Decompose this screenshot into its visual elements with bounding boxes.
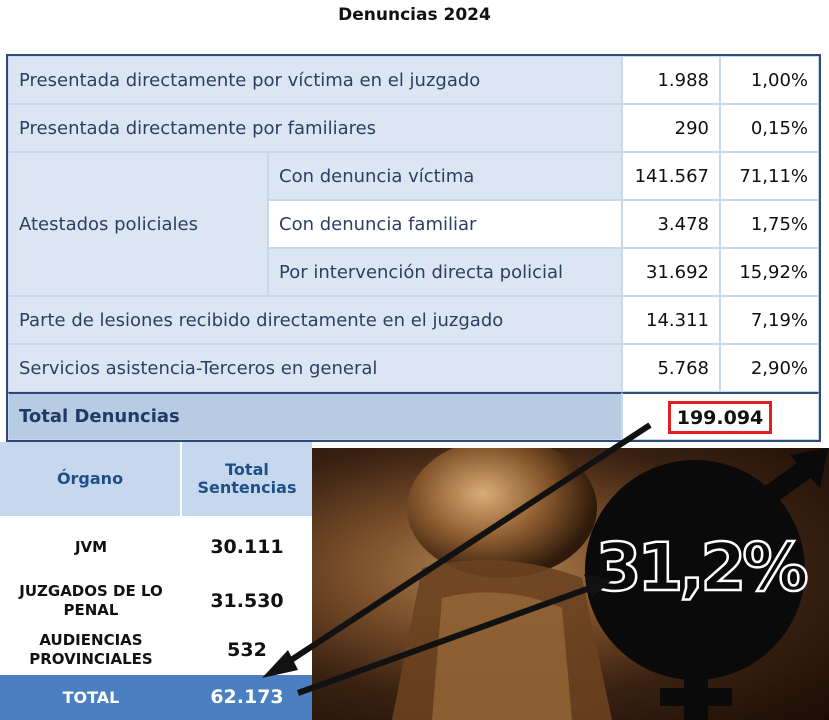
row-label: Con denuncia víctima: [279, 165, 475, 187]
denuncias-table: Presentada directamente por víctima en e…: [6, 54, 821, 442]
row-label: Por intervención directa policial: [279, 261, 564, 283]
total-label: TOTAL: [0, 675, 182, 720]
total-value: 62.173: [182, 675, 312, 720]
header-total-sentencias: Total Sentencias: [182, 442, 312, 516]
row-percent: 0,15%: [720, 104, 819, 152]
row-percent: 15,92%: [720, 248, 819, 296]
row-label: Presentada directamente por familiares: [19, 117, 377, 139]
total-value-highlight: 199.094: [668, 401, 772, 434]
row-label: Con denuncia familiar: [279, 213, 477, 235]
organo-cell: JVM: [74, 537, 108, 556]
row-value: 1.988: [622, 56, 720, 104]
row-value: 14.311: [622, 296, 720, 344]
table-row: Parte de lesiones recibido directamente …: [8, 296, 622, 344]
row-value: 290: [622, 104, 720, 152]
header-organo: Órgano: [0, 442, 182, 516]
arrow-to-percent: [296, 574, 612, 696]
row-label: Presentada directamente por víctima en e…: [19, 69, 481, 91]
organo-cell: AUDIENCIAS PROVINCIALES: [29, 631, 153, 668]
total-cell: 31.530: [210, 589, 284, 612]
row-percent: 7,19%: [720, 296, 819, 344]
row-value: 31.692: [622, 248, 720, 296]
page-title: Denuncias 2024: [338, 5, 491, 25]
row-value: 3.478: [622, 200, 720, 248]
table-row: Presentada directamente por víctima en e…: [8, 56, 622, 104]
highlight-percent: 31,2%: [596, 529, 808, 606]
total-cell: 30.111: [210, 535, 284, 558]
group-label: Atestados policiales: [8, 152, 268, 296]
row-percent: 1,00%: [720, 56, 819, 104]
row-percent: 1,75%: [720, 200, 819, 248]
organo-cell: JUZGADOS DE LO PENAL: [19, 582, 163, 619]
table-row: Con denuncia familiar: [268, 200, 622, 248]
row-value: 141.567: [622, 152, 720, 200]
row-percent: 2,90%: [720, 344, 819, 392]
total-row-label: Total Denuncias: [8, 392, 622, 440]
gender-symbol-icon: [585, 448, 828, 720]
row-percent: 71,11%: [720, 152, 819, 200]
arrow-to-total-sentencias: [262, 422, 652, 678]
table-row: Por intervención directa policial: [268, 248, 622, 296]
table-row: Con denuncia víctima: [268, 152, 622, 200]
sentencias-table: Órgano Total Sentencias JVM 30.111 JUZGA…: [0, 442, 312, 720]
total-cell: 532: [227, 638, 267, 661]
row-value: 5.768: [622, 344, 720, 392]
table-row: Servicios asistencia-Terceros en general: [8, 344, 622, 392]
table-row: Presentada directamente por familiares: [8, 104, 622, 152]
row-label: Parte de lesiones recibido directamente …: [19, 309, 504, 331]
row-label: Servicios asistencia-Terceros en general: [19, 357, 378, 379]
